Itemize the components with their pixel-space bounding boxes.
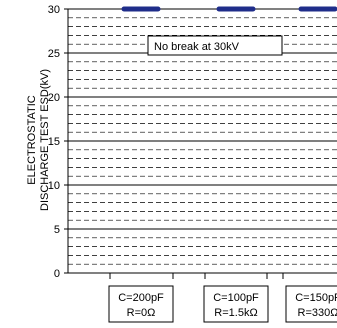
category-label-line-1: C=200pF [118, 292, 164, 304]
category-label-box [285, 285, 337, 323]
y-tick-label: 30 [48, 4, 60, 16]
y-tick-labels: 0 5 10 15 20 25 30 [48, 4, 68, 280]
annotation: No break at 30kV [147, 35, 283, 56]
y-axis-label: ELECTROSTATIC DISCHARGE TEST ESD(kV) [26, 69, 51, 211]
category-label: C=200pF R=0Ω [108, 285, 174, 323]
y-tick-label: 5 [54, 224, 60, 236]
y-tick-label: 10 [48, 180, 60, 192]
category-label-line-2: R=1.5kΩ [214, 307, 257, 319]
category-label-box [108, 285, 174, 323]
category-label-line-2: R=330Ω [298, 307, 337, 319]
annotation-text: No break at 30kV [154, 41, 240, 53]
category-label-line-2: R=0Ω [127, 307, 156, 319]
category-label: C=150pF R=330Ω [285, 285, 337, 323]
y-axis-label-line-2: DISCHARGE TEST ESD(kV) [39, 69, 51, 211]
y-tick-label: 0 [54, 268, 60, 280]
category-label-line-1: C=100pF [213, 292, 259, 304]
category-label: C=100pF R=1.5kΩ [203, 285, 269, 323]
y-axis-label-line-1: ELECTROSTATIC [26, 95, 38, 184]
category-labels: C=200pF R=0Ω C=100pF R=1.5kΩ C=150pF R=330Ω [108, 285, 337, 323]
y-tick-label: 20 [48, 92, 60, 104]
grid-lines [68, 8, 337, 265]
category-label-box [203, 285, 269, 323]
y-tick-label: 15 [48, 136, 60, 148]
annotation-box [147, 35, 283, 56]
y-tick-label: 25 [48, 48, 60, 60]
category-label-line-1: C=150pF [295, 292, 337, 304]
